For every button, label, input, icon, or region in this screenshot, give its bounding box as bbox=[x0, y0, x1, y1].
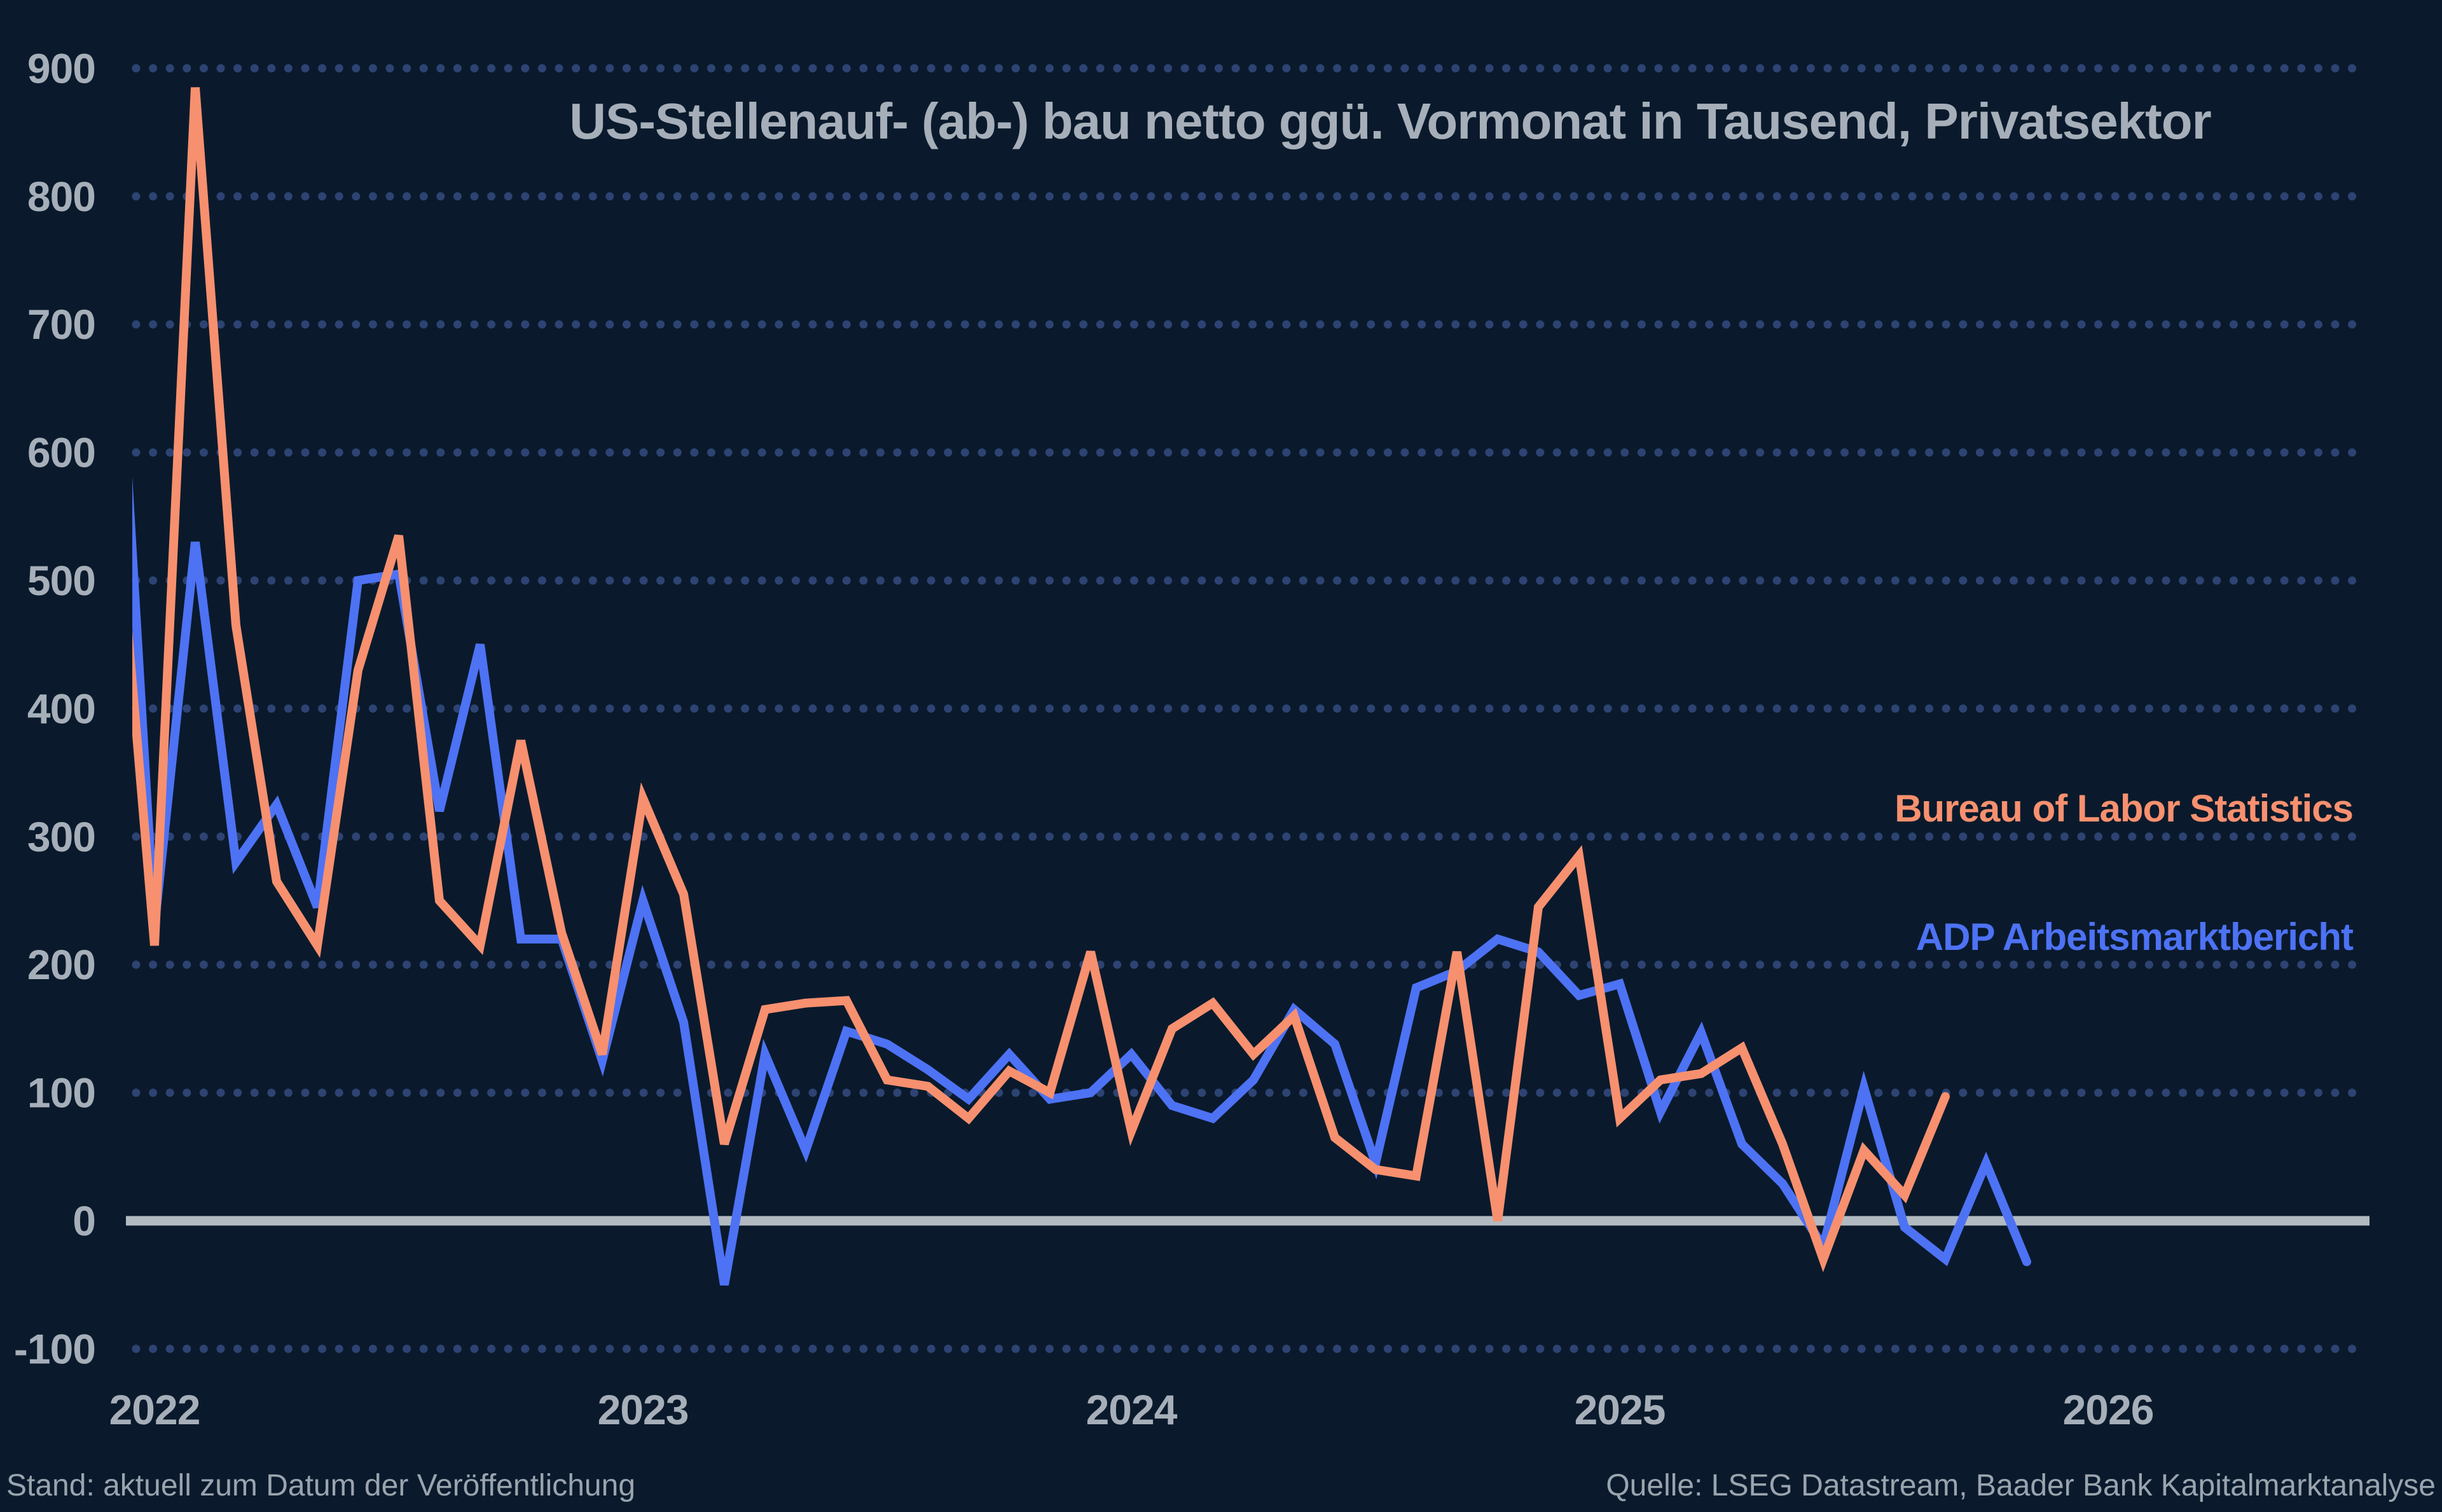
legend-label-bls: Bureau of Labor Statistics bbox=[1894, 787, 2353, 830]
y-tick-label-300: 300 bbox=[27, 813, 95, 860]
series-line-adp bbox=[132, 476, 2031, 1286]
y-tick-label-900: 900 bbox=[27, 45, 95, 92]
series-line-bls bbox=[132, 87, 1950, 1272]
y-tick-label-0: 0 bbox=[72, 1197, 95, 1244]
y-tick-label-800: 800 bbox=[27, 173, 95, 220]
x-tick-label-2022: 2022 bbox=[109, 1386, 200, 1433]
y-tick-label-500: 500 bbox=[27, 557, 95, 604]
x-tick-label-2024: 2024 bbox=[1086, 1386, 1178, 1433]
footer-status-note: Stand: aktuell zum Datum der Veröffentli… bbox=[6, 1469, 635, 1502]
footer-source-note: Quelle: LSEG Datastream, Baader Bank Kap… bbox=[1606, 1469, 2436, 1502]
axis-label-layer: 900 800 700 600 500 400 300 200 100 0 -100 2022 2023… bbox=[14, 45, 2155, 1433]
y-tick-label-100: 100 bbox=[27, 1069, 95, 1117]
y-tick-label-400: 400 bbox=[27, 685, 95, 732]
y-tick-label--100: -100 bbox=[14, 1325, 95, 1372]
x-tick-label-2025: 2025 bbox=[1575, 1386, 1666, 1433]
y-tick-label-700: 700 bbox=[27, 301, 95, 348]
x-tick-label-2023: 2023 bbox=[598, 1386, 689, 1433]
x-tick-label-2026: 2026 bbox=[2063, 1386, 2154, 1433]
y-tick-label-600: 600 bbox=[27, 429, 95, 476]
chart-title: US-Stellenauf- (ab-) bau netto ggü. Vorm… bbox=[569, 93, 2211, 149]
series-layer bbox=[132, 87, 2031, 1286]
legend-label-adp: ADP Arbeitsmarktbericht bbox=[1916, 916, 2354, 958]
y-tick-label-200: 200 bbox=[27, 941, 95, 988]
